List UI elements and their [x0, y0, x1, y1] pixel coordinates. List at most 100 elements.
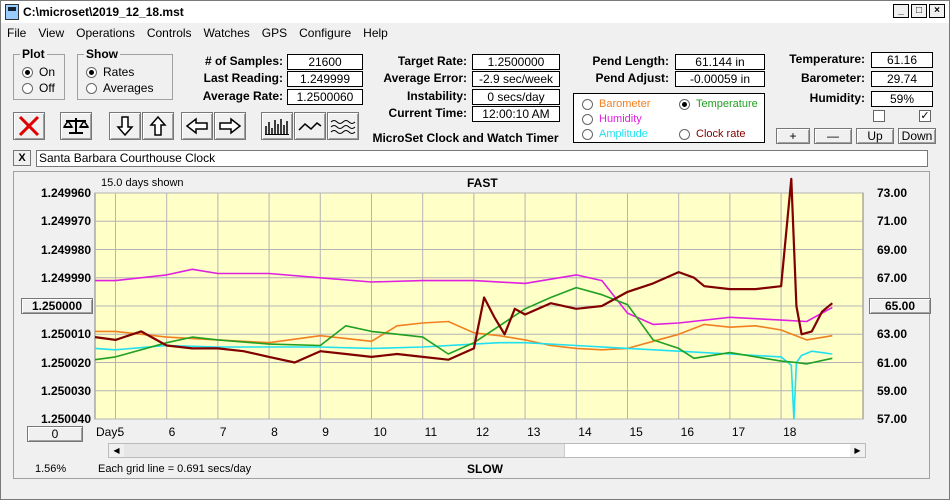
day-label: Day: [96, 425, 121, 439]
menu-operations[interactable]: Operations [76, 26, 135, 40]
sensor-amplitude-radio[interactable]: Amplitude [582, 128, 648, 140]
scroll-down-button[interactable] [109, 112, 141, 140]
app-name-label: MicroSet Clock and Watch Timer [372, 131, 559, 145]
plot-off-label: Off [39, 81, 55, 95]
plot-group-label: Plot [20, 47, 47, 61]
show-group: Show Rates Averages [77, 47, 173, 100]
show-averages-radio[interactable]: Averages [86, 81, 153, 95]
close-button[interactable]: × [929, 4, 945, 18]
line-graph-button[interactable] [294, 112, 326, 140]
down-button[interactable]: Down [898, 128, 936, 144]
scroll-right-arrow-icon[interactable]: ▶ [850, 444, 865, 457]
scroll-thumb[interactable] [564, 444, 851, 457]
radio-icon[interactable] [22, 82, 33, 94]
scroll-left-arrow-icon[interactable]: ◀ [109, 444, 124, 457]
x-tick-label: 8 [271, 425, 278, 439]
last-reading-label: Last Reading: [203, 71, 283, 85]
x-tick-label: 15 [629, 425, 643, 439]
minimize-button[interactable]: _ [893, 4, 909, 18]
wave-graph-button[interactable] [327, 112, 359, 140]
app-icon[interactable] [5, 4, 19, 20]
sensor-humidity-radio[interactable]: Humidity [582, 113, 642, 125]
menu-watches[interactable]: Watches [203, 26, 250, 40]
checkbox-left[interactable] [873, 110, 885, 122]
slow-label: SLOW [467, 462, 503, 476]
clear-clock-name-button[interactable]: X [13, 150, 31, 166]
sensor-clock-rate-radio[interactable]: Clock rate [679, 128, 746, 140]
arrow-left-icon [185, 117, 208, 135]
x-tick-label: 7 [219, 425, 227, 439]
grid-note-label: Each grid line = 0.691 secs/day [98, 463, 252, 475]
temperature-value: 61.16 [871, 52, 933, 68]
menu-configure[interactable]: Configure [299, 26, 352, 40]
y-left-tick-label: 1.249990 [40, 270, 91, 285]
plot-on-radio[interactable]: On [22, 65, 55, 79]
scroll-right-button[interactable] [214, 112, 246, 140]
samples-value: 21600 [287, 54, 363, 70]
sensor-clock-rate-label: Clock rate [696, 128, 746, 140]
sensor-select-panel: Barometer Temperature Humidity Amplitude… [573, 93, 765, 143]
y-right-tick-label: 63.00 [877, 327, 908, 342]
menu-help[interactable]: Help [363, 26, 388, 40]
x-tick-label: 10 [373, 425, 387, 439]
radio-icon[interactable] [86, 82, 97, 94]
clock-name-field[interactable]: Santa Barbara Courthouse Clock [36, 150, 928, 167]
maximize-button[interactable]: □ [911, 4, 927, 18]
radio-selected-icon[interactable] [86, 66, 97, 78]
show-rates-label: Rates [103, 65, 135, 79]
y-left-tick-label: 1.249970 [40, 214, 91, 229]
sensor-temperature-radio[interactable]: Temperature [679, 98, 758, 110]
target-rate-value[interactable]: 1.2500000 [472, 54, 560, 70]
horizontal-scrollbar[interactable]: ◀ ▶ [108, 443, 866, 458]
scroll-left-button[interactable] [181, 112, 213, 140]
line-graph-icon [298, 122, 322, 131]
average-error-label: Average Error: [383, 71, 467, 85]
menu-gps[interactable]: GPS [261, 26, 288, 40]
temperature-center-button[interactable]: 65.00 [869, 298, 931, 314]
stop-button[interactable] [13, 112, 45, 140]
offset-button[interactable]: 0 [27, 426, 83, 442]
pend-length-value: 61.144 in [675, 54, 765, 70]
radio-icon[interactable] [582, 113, 593, 125]
temperature-label: Temperature: [789, 52, 865, 66]
minus-button[interactable]: — [814, 128, 852, 144]
menu-view[interactable]: View [38, 26, 65, 40]
current-time-value: 12:00:10 AM [472, 106, 560, 122]
grid-lines [95, 192, 863, 420]
y-right-tick-label: 69.00 [877, 242, 908, 257]
balance-button[interactable] [60, 112, 92, 140]
y-left-tick-label: 1.250010 [40, 327, 91, 342]
radio-icon[interactable] [582, 128, 593, 140]
x-tick-label: 16 [680, 425, 695, 439]
radio-selected-icon[interactable] [22, 66, 33, 78]
x-tick-label: 9 [322, 425, 329, 439]
radio-icon[interactable] [679, 128, 690, 140]
humidity-series-line [95, 268, 833, 326]
histogram-button[interactable] [261, 112, 293, 140]
y-left-tick-label: 1.250040 [40, 412, 91, 426]
menu-file[interactable]: File [7, 26, 27, 40]
rate-series-line [94, 177, 834, 364]
plus-button[interactable]: + [776, 128, 810, 144]
sensor-barometer-radio[interactable]: Barometer [582, 98, 650, 110]
up-button[interactable]: Up [856, 128, 894, 144]
show-rates-radio[interactable]: Rates [86, 65, 134, 79]
y-left-tick-label: 1.250020 [40, 355, 91, 370]
menu-controls[interactable]: Controls [146, 26, 192, 40]
plot-off-radio[interactable]: Off [22, 81, 55, 95]
percent-label: 1.56% [35, 463, 67, 475]
radio-icon[interactable] [582, 98, 593, 110]
show-group-label: Show [84, 47, 120, 61]
x-tick-label: 11 [424, 425, 438, 439]
rate-center-button[interactable]: 1.250000 [21, 298, 93, 314]
checkbox-right-checked[interactable]: ✓ [919, 110, 931, 122]
red-x-icon [18, 115, 40, 137]
average-rate-label: Average Rate: [202, 89, 283, 103]
radio-selected-icon[interactable] [679, 98, 690, 110]
menu-bar: File View Operations Controls Watches GP… [1, 23, 949, 43]
title-bar[interactable]: C:\microset\2019_12_18.mst _ □ × [1, 1, 949, 23]
instability-label: Instability: [406, 89, 467, 103]
scroll-up-button[interactable] [142, 112, 174, 140]
series-lines [94, 177, 834, 420]
